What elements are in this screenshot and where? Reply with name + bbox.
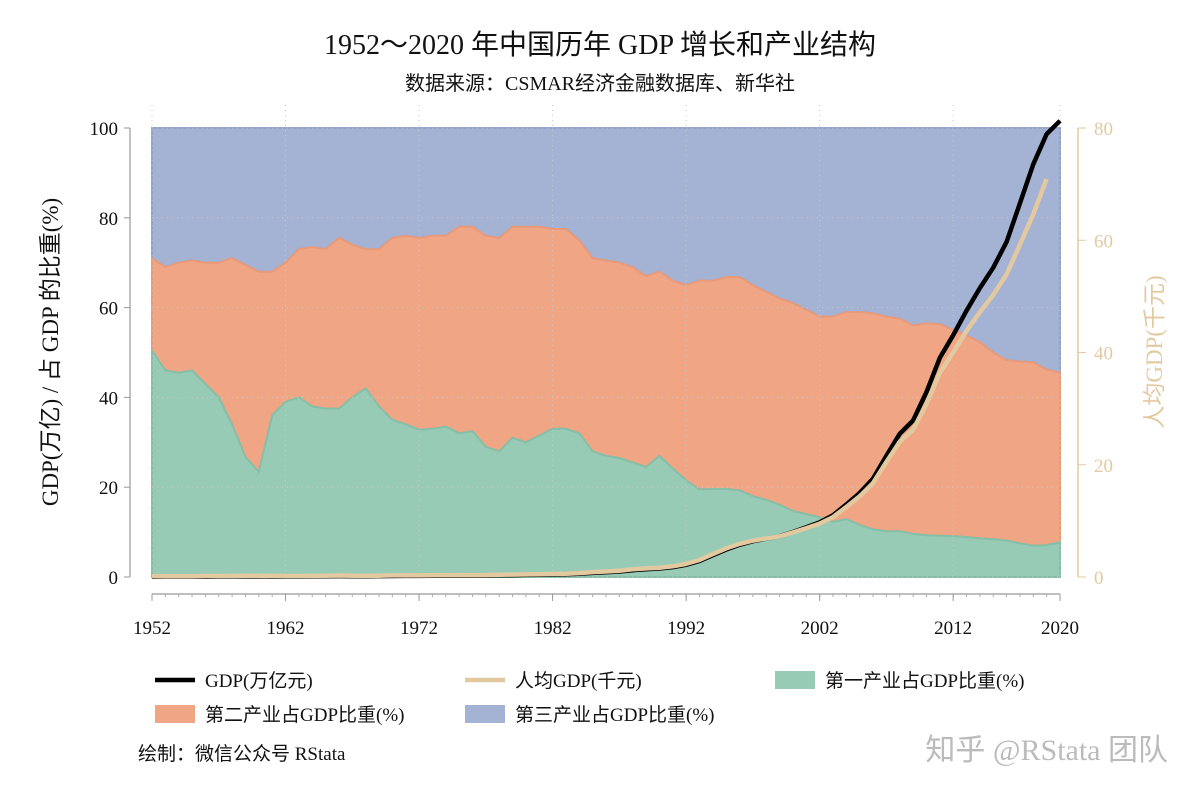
y-tick-label-left: 20 xyxy=(99,478,118,499)
watermark: 知乎 @RStata 团队 xyxy=(925,734,1168,767)
legend-swatch-secondary xyxy=(155,705,195,723)
x-tick-label: 2012 xyxy=(934,618,972,639)
x-tick-label: 1962 xyxy=(267,618,305,639)
x-tick-label: 2002 xyxy=(801,618,839,639)
x-tick-label: 1972 xyxy=(400,618,438,639)
y-tick-label-left: 100 xyxy=(90,119,119,140)
x-tick-label: 1982 xyxy=(534,618,572,639)
footer-credit: 绘制：微信公众号 RStata xyxy=(138,743,346,765)
y-axis-label-left: GDP(万亿) / 占 GDP 的比重(%) xyxy=(38,198,63,506)
y-tick-label-right: 0 xyxy=(1094,568,1104,589)
legend: GDP(万亿元) 人均GDP(千元) 第一产业占GDP比重(%) 第二产业占GDP比重… xyxy=(155,670,1025,726)
legend-swatch-tertiary xyxy=(465,705,505,723)
legend-label-secondary: 第二产业占GDP比重(%) xyxy=(205,704,405,726)
legend-label-tertiary: 第三产业占GDP比重(%) xyxy=(515,704,715,726)
y-tick-label-left: 0 xyxy=(109,568,119,589)
x-tick-label: 1952 xyxy=(133,618,171,639)
x-tick-label: 1992 xyxy=(667,618,705,639)
plot-area: 0 20 40 60 80 100 1952 1962 1972 1982 1992 2002 2012… xyxy=(90,105,1113,639)
legend-label-per_capita: 人均GDP(千元) xyxy=(515,670,642,692)
y-axis-label-right: 人均GDP(千元) xyxy=(1142,275,1167,428)
line-per-capita xyxy=(151,178,1049,579)
legend-label-gdp: GDP(万亿元) xyxy=(205,670,313,692)
y-tick-label-left: 40 xyxy=(99,388,118,409)
y-tick-label-left: 60 xyxy=(99,299,118,320)
y-tick-label-right: 20 xyxy=(1094,456,1113,477)
legend-label-primary: 第一产业占GDP比重(%) xyxy=(825,670,1025,692)
y-tick-label-left: 80 xyxy=(99,209,118,230)
x-tick-label: 2020 xyxy=(1041,618,1079,639)
chart-subtitle: 数据来源：CSMAR经济金融数据库、新华社 xyxy=(405,72,795,95)
y-tick-label-right: 60 xyxy=(1094,231,1113,252)
y-tick-label-right: 80 xyxy=(1094,119,1113,140)
chart-title: 1952～2020 年中国历年 GDP 增长和产业结构 xyxy=(324,29,876,61)
y-tick-label-right: 40 xyxy=(1094,344,1113,365)
legend-swatch-primary xyxy=(775,671,815,689)
